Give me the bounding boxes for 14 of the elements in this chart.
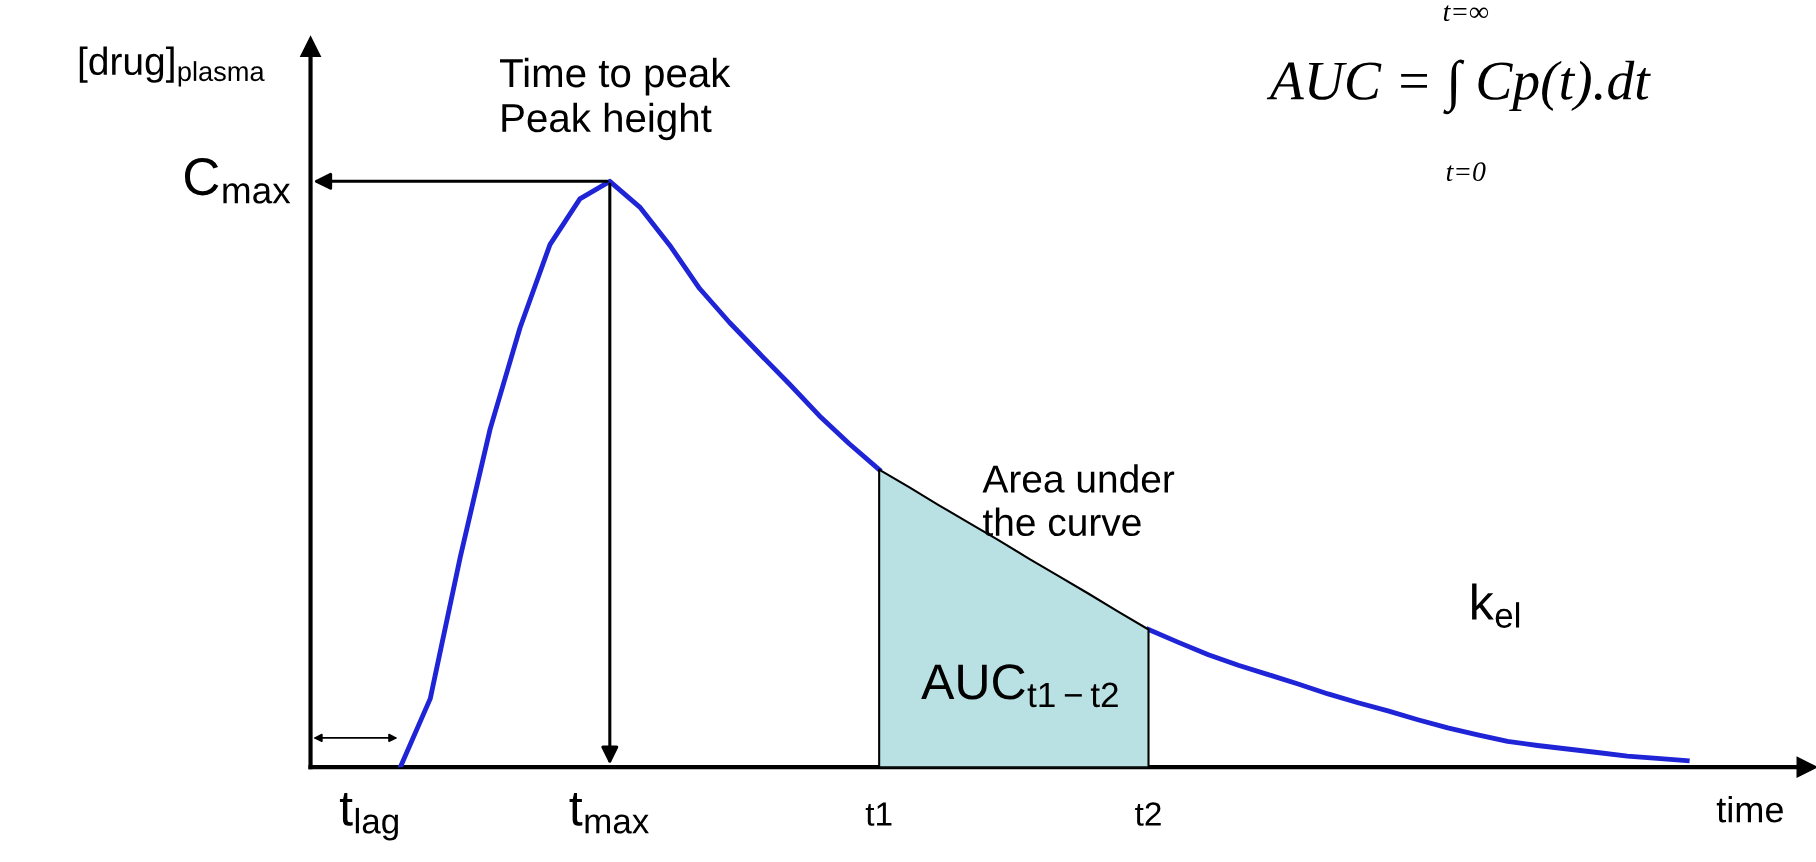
annotation: AUC$_{t1−t2}$ [921, 664, 1118, 708]
x-tick-label: t2 [1135, 802, 1161, 826]
text: AUC = ∫ Cp(t).dt [1266, 59, 1651, 115]
text: t=∞ [1443, 5, 1489, 22]
annotation: k$_{el}$ [1472, 583, 1520, 628]
x-tick-label: t$_{max}$ [569, 793, 649, 834]
x-tick-label: t$_{lag}$ [339, 793, 398, 841]
text: t=0 [1446, 162, 1486, 182]
text: Time to peak Peak height [499, 57, 731, 141]
x-axis-title: time [1716, 796, 1783, 823]
annotation: Area under the curve [982, 464, 1175, 537]
y-axis-title: [drug]$_{plasma}$ [79, 46, 265, 87]
text: C$_{max}$ [184, 158, 291, 204]
x-tick-label: t1 [865, 802, 892, 826]
